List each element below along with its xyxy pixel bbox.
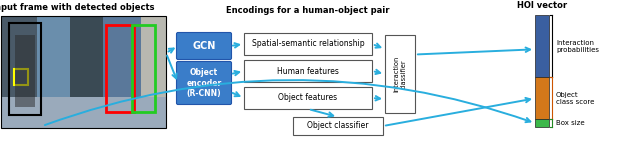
Text: Object
encoder
(R-CNN): Object encoder (R-CNN) — [186, 68, 221, 98]
Bar — [385, 35, 415, 113]
Bar — [1, 16, 37, 97]
Bar — [1, 97, 166, 128]
Text: GCN: GCN — [192, 41, 216, 51]
Text: Interaction
classifier: Interaction classifier — [394, 56, 406, 92]
Bar — [9, 23, 41, 115]
Bar — [244, 33, 372, 55]
Bar — [1, 16, 166, 128]
Bar — [293, 117, 383, 135]
Text: Encodings for a human-object pair: Encodings for a human-object pair — [227, 6, 390, 15]
Text: Interaction
probabilities: Interaction probabilities — [556, 40, 599, 53]
Text: HOI vector: HOI vector — [517, 1, 567, 10]
Bar — [106, 25, 134, 112]
FancyBboxPatch shape — [177, 32, 232, 59]
Bar — [244, 60, 372, 82]
Text: Object
class score: Object class score — [556, 92, 595, 105]
Bar — [37, 16, 70, 97]
Bar — [14, 69, 28, 85]
Text: Object features: Object features — [278, 94, 337, 103]
Text: Box size: Box size — [556, 120, 584, 126]
Bar — [103, 16, 141, 97]
Bar — [535, 119, 549, 127]
Text: Spatial-semantic relationship: Spatial-semantic relationship — [252, 39, 364, 48]
Bar — [70, 16, 103, 97]
Text: Input frame with detected objects: Input frame with detected objects — [0, 3, 155, 12]
Bar — [1, 16, 166, 128]
FancyBboxPatch shape — [177, 61, 232, 105]
Bar — [535, 15, 549, 77]
Bar — [244, 87, 372, 109]
Bar — [132, 25, 155, 112]
Bar — [141, 16, 166, 97]
Text: Human features: Human features — [277, 67, 339, 76]
Bar — [535, 77, 549, 119]
Bar — [15, 35, 35, 107]
Text: Object classifier: Object classifier — [307, 122, 369, 130]
